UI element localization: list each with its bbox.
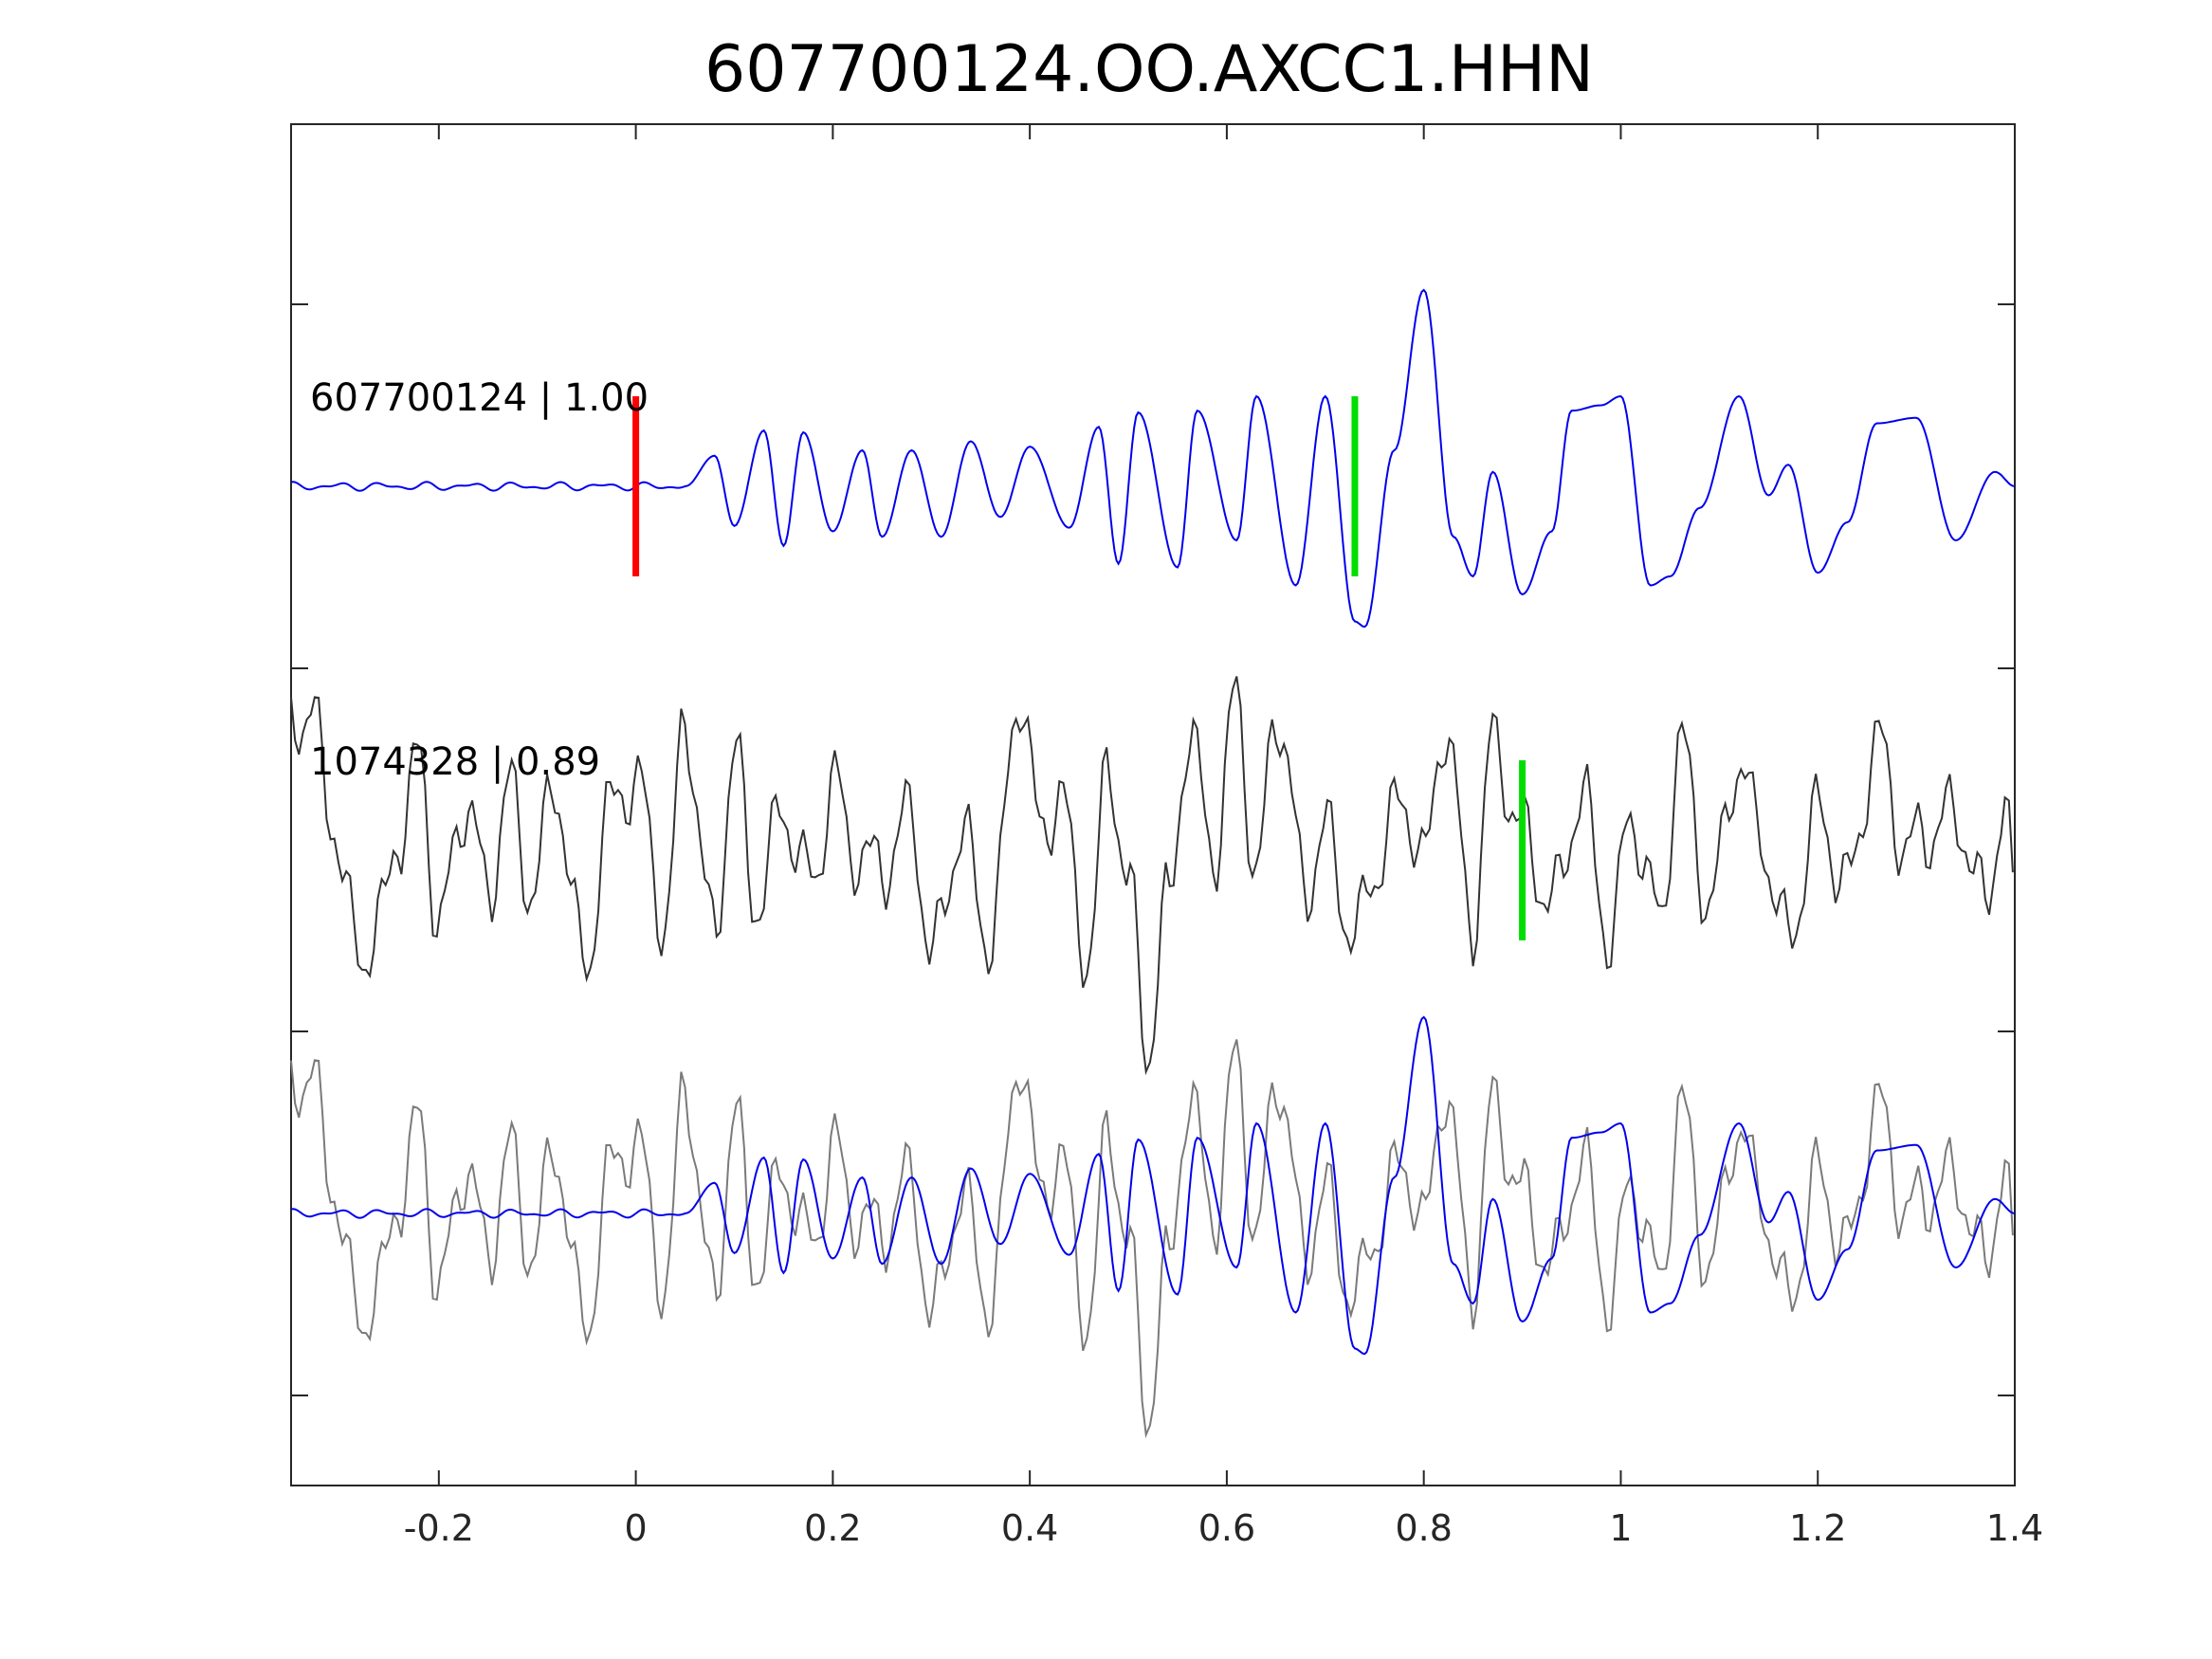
overlay-detection-trace xyxy=(290,1039,2014,1439)
trace-label: 1074328 | 0.89 xyxy=(310,740,600,784)
traces-group xyxy=(290,288,2016,1439)
overlay-template-trace xyxy=(290,1015,2016,1356)
axes-box xyxy=(290,123,2016,1486)
x-tick-label: 0.8 xyxy=(1395,1507,1452,1549)
x-tick-label: 0.2 xyxy=(804,1507,861,1549)
chart-title: 607700124.OO.AXCC1.HHN xyxy=(704,32,1594,107)
axis-ticks: -0.2 0 0.2 0.4 0.6 0.8 1 1.2 1.4 xyxy=(291,124,2043,1549)
x-tick-label: 1 xyxy=(1609,1507,1632,1549)
x-tick-label: 0 xyxy=(625,1507,648,1549)
picks-group xyxy=(632,396,1526,940)
detection-trace xyxy=(290,676,2014,1076)
x-tick-label: -0.2 xyxy=(404,1507,474,1549)
trace-label: 607700124 | 1.00 xyxy=(310,376,649,420)
trace-labels: 607700124 | 1.00 1074328 | 0.89 xyxy=(310,376,649,784)
template-trace xyxy=(290,288,2016,629)
x-tick-label: 0.6 xyxy=(1198,1507,1255,1549)
x-tick-label: 1.2 xyxy=(1789,1507,1846,1549)
x-tick-label: 0.4 xyxy=(1001,1507,1058,1549)
plot-area: -0.2 0 0.2 0.4 0.6 0.8 1 1.2 1.4 607700124 | 1.0… xyxy=(290,123,2043,1549)
x-tick-label: 1.4 xyxy=(1986,1507,2043,1549)
